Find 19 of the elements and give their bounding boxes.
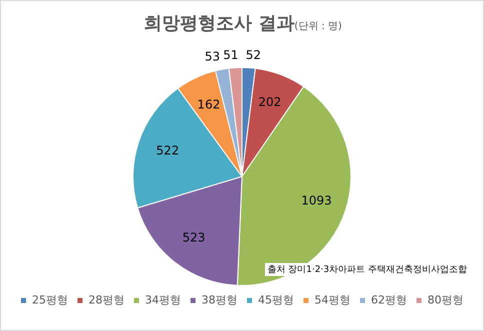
chart-subtitle: (단위 : 명) [294, 21, 342, 32]
legend-label: 38평형 [202, 293, 238, 306]
data-label: 202 [258, 95, 282, 110]
data-label: 52 [246, 48, 262, 62]
data-label: 523 [182, 230, 206, 245]
legend-label: 45평형 [258, 293, 294, 306]
legend-label: 80평형 [427, 293, 464, 306]
legend-label: 62평형 [370, 293, 407, 306]
source-note: 출처 장미1·2·3차아파트 주택재건축정비사업조합 [265, 263, 469, 276]
chart-title: 희망평형조사 결과 [144, 13, 294, 34]
legend-label: 34평형 [145, 293, 182, 306]
data-label: 522 [156, 144, 180, 158]
data-label: 51 [223, 48, 238, 62]
legend-label: 54평형 [314, 293, 350, 306]
data-label: 53 [204, 50, 220, 64]
data-label: 1093 [301, 193, 332, 208]
legend-label: 25평형 [32, 293, 68, 306]
data-label: 162 [197, 98, 220, 112]
legend-label: 28평형 [88, 293, 125, 306]
